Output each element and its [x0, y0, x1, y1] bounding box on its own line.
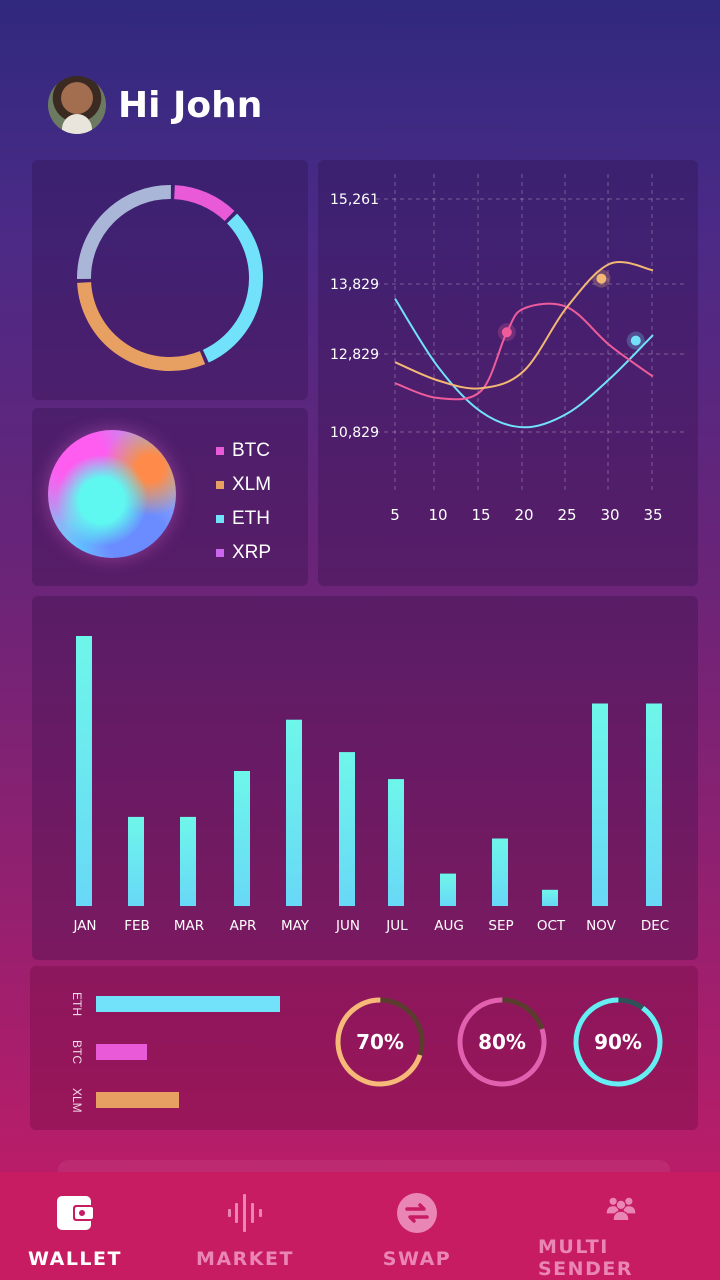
x-tick-label: 20	[514, 506, 533, 524]
bar-label: DEC	[641, 918, 669, 934]
legend-label: ETH	[232, 508, 270, 529]
header: Hi John	[48, 76, 262, 134]
donut-card	[32, 160, 308, 400]
hbar-xlm	[96, 1092, 179, 1108]
line-series-2	[394, 261, 654, 390]
donut-segment-xlm	[77, 281, 206, 371]
y-tick-label: 10,829	[330, 425, 379, 441]
bar-label: NOV	[586, 918, 616, 934]
line-marker-2[interactable]	[596, 273, 607, 284]
legend: BTC XLM ETH XRP	[216, 434, 271, 570]
x-tick-label: 30	[600, 506, 619, 524]
ring-label: 70%	[356, 1030, 404, 1054]
bar-aug	[440, 873, 456, 906]
nav-multi-sender[interactable]: MULTI SENDER	[538, 1172, 704, 1280]
users-icon	[606, 1197, 636, 1222]
progress-card: ETH BTC XLM 70% 80% 90%	[30, 966, 698, 1130]
donut-chart	[77, 185, 263, 371]
bar-jan	[76, 636, 92, 906]
progress-ring-1: 70%	[332, 994, 428, 1090]
hbar-label-xlm: XLM	[70, 1088, 84, 1113]
x-tick-label: 25	[557, 506, 576, 524]
bar-label: APR	[230, 918, 257, 934]
nav-label-swap: SWAP	[382, 1248, 452, 1270]
greeting: Hi John	[118, 84, 263, 126]
x-tick-label: 10	[428, 506, 447, 524]
legend-label: BTC	[232, 440, 270, 461]
legend-label: XLM	[232, 474, 272, 495]
x-tick-label: 15	[471, 506, 490, 524]
avatar[interactable]	[48, 76, 106, 134]
bar-mar	[180, 816, 196, 906]
line-chart-card: 15,261 13,829 12,829 10,829 5 10 15 20 25 30 35	[318, 160, 698, 586]
donut-segment-eth	[202, 213, 263, 363]
legend-dot-btc	[216, 447, 224, 455]
bar-chart-card: JAN FEB MAR APR MAY JUN JUL AUG SEP OCT NOV DEC	[32, 596, 698, 960]
x-tick-label: 5	[390, 506, 400, 524]
nav-market[interactable]: MARKET	[196, 1172, 294, 1280]
ring-label: 90%	[594, 1030, 642, 1054]
bottom-nav: WALLET MARKET SWAP	[0, 1172, 720, 1280]
bar-jul	[388, 779, 404, 906]
bar-apr	[234, 771, 250, 906]
legend-item-xrp: XRP	[216, 536, 271, 570]
bar-oct	[542, 889, 558, 906]
line-chart: 15,261 13,829 12,829 10,829 5 10 15 20 25 30 35	[330, 174, 684, 524]
bar-label: OCT	[537, 918, 566, 934]
line-series-1	[394, 302, 654, 401]
x-tick-label: 35	[643, 506, 662, 524]
bar-may	[286, 719, 302, 906]
bar-chart: JAN FEB MAR APR MAY JUN JUL AUG SEP OCT NOV DEC	[72, 636, 669, 934]
hbar-eth	[96, 996, 280, 1012]
bar-label: MAR	[174, 918, 204, 934]
bar-dec	[646, 703, 662, 906]
legend-card: BTC XLM ETH XRP	[32, 408, 308, 586]
bar-label: JUL	[385, 918, 408, 934]
nav-label-multi-sender: MULTI SENDER	[538, 1236, 633, 1280]
donut-segment-btc	[173, 185, 235, 222]
line-marker-1[interactable]	[501, 327, 512, 338]
nav-label-wallet: WALLET	[28, 1248, 122, 1270]
hbar-label-btc: BTC	[70, 1040, 84, 1064]
line-marker-0[interactable]	[630, 335, 641, 346]
hbar-btc	[96, 1044, 147, 1060]
bar-label: MAY	[281, 918, 310, 934]
wallet-icon	[57, 1196, 93, 1230]
progress-ring-2: 80%	[454, 994, 550, 1090]
market-icon	[228, 1194, 262, 1232]
bar-sep	[492, 838, 508, 906]
progress-ring-3: 90%	[570, 994, 666, 1090]
bar-label: JUN	[335, 918, 360, 934]
nav-wallet[interactable]: WALLET	[28, 1172, 122, 1280]
legend-item-eth: ETH	[216, 502, 271, 536]
bar-feb	[128, 816, 144, 906]
legend-dot-xlm	[216, 481, 224, 489]
y-tick-label: 13,829	[330, 277, 379, 293]
bar-label: FEB	[124, 918, 150, 934]
bar-nov	[592, 703, 608, 906]
bar-label: SEP	[488, 918, 513, 934]
legend-label: XRP	[232, 542, 272, 563]
y-tick-label: 12,829	[330, 347, 379, 363]
line-series-0	[394, 298, 654, 429]
bar-label: JAN	[72, 918, 96, 934]
donut-segment-xrp	[77, 185, 172, 280]
bar-jun	[339, 752, 355, 906]
legend-dot-xrp	[216, 549, 224, 557]
legend-dot-eth	[216, 515, 224, 523]
hbar-label-eth: ETH	[70, 992, 84, 1016]
ring-arc	[335, 997, 425, 1087]
swap-icon	[397, 1193, 437, 1233]
y-tick-label: 15,261	[330, 192, 379, 208]
bar-label: AUG	[434, 918, 464, 934]
ring-label: 80%	[478, 1030, 526, 1054]
nav-swap[interactable]: SWAP	[380, 1172, 454, 1280]
nav-label-market: MARKET	[196, 1248, 294, 1270]
legend-item-btc: BTC	[216, 434, 271, 468]
legend-item-xlm: XLM	[216, 468, 271, 502]
gradient-orb	[48, 430, 176, 558]
